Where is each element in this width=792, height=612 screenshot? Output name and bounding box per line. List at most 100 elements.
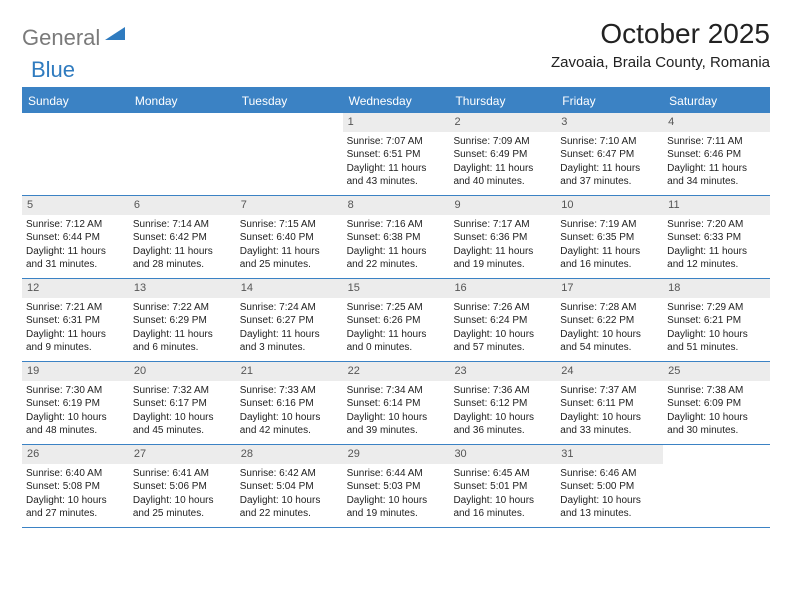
day-cell: 29Sunrise: 6:44 AMSunset: 5:03 PMDayligh… — [343, 445, 450, 527]
day-cell: 23Sunrise: 7:36 AMSunset: 6:12 PMDayligh… — [449, 362, 556, 444]
day-cell: 4 Sunrise: 7:11 AMSunset: 6:46 PMDaylight… — [663, 113, 770, 195]
day-number: 6 — [129, 196, 236, 215]
day-header-row: SundayMondayTuesdayWednesdayThursdayFrid… — [22, 89, 770, 113]
day-cell: 30 Sunrise: 6:45 AMSunset: 5:01 PMDayligh… — [449, 445, 556, 527]
day-number: 19 — [22, 362, 129, 381]
day-cell: 12 Sunrise: 7:21 AMSunset: 6:31 PMDayligh… — [22, 279, 129, 361]
day-header: Monday — [129, 89, 236, 113]
day-text: Sunrise: 7:28 AMSunset: 6:22 PMDaylight:… — [556, 300, 663, 359]
day-cell: 7Sunrise: 7:15 AMSunset: 6:40 PMDaylight… — [236, 196, 343, 278]
day-number: 3 — [556, 113, 663, 132]
day-text: Sunrise: 6:45 AMSunset: 5:01 PMDaylight:… — [449, 466, 556, 525]
day-number: 4 — [663, 113, 770, 132]
day-cell: 6 Sunrise: 7:14 AMSunset: 6:42 PMDaylight… — [129, 196, 236, 278]
day-number: 20 — [129, 362, 236, 381]
day-cell: 25Sunrise: 7:38 AMSunset: 6:09 PMDayligh… — [663, 362, 770, 444]
day-cell: 26Sunrise: 6:40 AMSunset: 5:08 PMDayligh… — [22, 445, 129, 527]
day-number: 24 — [556, 362, 663, 381]
day-text: Sunrise: 7:07 AMSunset: 6:51 PMDaylight:… — [343, 134, 450, 193]
week-row: 19 Sunrise: 7:30 AMSunset: 6:19 PMDayligh… — [22, 362, 770, 445]
day-number: 9 — [449, 196, 556, 215]
day-cell: 3Sunrise: 7:10 AMSunset: 6:47 PMDaylight… — [556, 113, 663, 195]
day-text: Sunrise: 7:21 AMSunset: 6:31 PMDaylight:… — [22, 300, 129, 359]
day-text: Sunrise: 7:33 AMSunset: 6:16 PMDaylight:… — [236, 383, 343, 442]
logo-triangle-icon — [105, 24, 125, 45]
day-text: Sunrise: 6:46 AMSunset: 5:00 PMDaylight:… — [556, 466, 663, 525]
day-number: 14 — [236, 279, 343, 298]
day-cell: 11 Sunrise: 7:20 AMSunset: 6:33 PMDayligh… — [663, 196, 770, 278]
week-row: ...1Sunrise: 7:07 AMSunset: 6:51 PMDayli… — [22, 113, 770, 196]
day-text — [663, 466, 770, 471]
day-cell: 5 Sunrise: 7:12 AMSunset: 6:44 PMDaylight… — [22, 196, 129, 278]
day-text: Sunrise: 7:22 AMSunset: 6:29 PMDaylight:… — [129, 300, 236, 359]
day-cell: 17 Sunrise: 7:28 AMSunset: 6:22 PMDayligh… — [556, 279, 663, 361]
day-number: 5 — [22, 196, 129, 215]
day-text: Sunrise: 7:11 AMSunset: 6:46 PMDaylight:… — [663, 134, 770, 193]
day-cell: . — [663, 445, 770, 527]
day-text: Sunrise: 7:37 AMSunset: 6:11 PMDaylight:… — [556, 383, 663, 442]
day-number: 25 — [663, 362, 770, 381]
day-number: 11 — [663, 196, 770, 215]
day-text: Sunrise: 7:30 AMSunset: 6:19 PMDaylight:… — [22, 383, 129, 442]
week-row: 12 Sunrise: 7:21 AMSunset: 6:31 PMDayligh… — [22, 279, 770, 362]
day-number: 2 — [449, 113, 556, 132]
day-number: 8 — [343, 196, 450, 215]
week-row: 26Sunrise: 6:40 AMSunset: 5:08 PMDayligh… — [22, 445, 770, 528]
day-text: Sunrise: 6:40 AMSunset: 5:08 PMDaylight:… — [22, 466, 129, 525]
day-cell: 31 Sunrise: 6:46 AMSunset: 5:00 PMDayligh… — [556, 445, 663, 527]
day-cell: 9 Sunrise: 7:17 AMSunset: 6:36 PMDaylight… — [449, 196, 556, 278]
day-number: 30 — [449, 445, 556, 464]
logo-text-general: General — [22, 25, 100, 51]
day-cell: 19 Sunrise: 7:30 AMSunset: 6:19 PMDayligh… — [22, 362, 129, 444]
day-text: Sunrise: 7:20 AMSunset: 6:33 PMDaylight:… — [663, 217, 770, 276]
day-text: Sunrise: 7:15 AMSunset: 6:40 PMDaylight:… — [236, 217, 343, 276]
day-text: Sunrise: 7:14 AMSunset: 6:42 PMDaylight:… — [129, 217, 236, 276]
day-number: 29 — [343, 445, 450, 464]
weeks-container: ... 1 Sunrise: 7:07 AMSunset: 6:51 PMDayli… — [22, 113, 770, 528]
day-number: 18 — [663, 279, 770, 298]
day-cell: 8 Sunrise: 7:16 AMSunset: 6:38 PMDaylight… — [343, 196, 450, 278]
logo-text-blue: Blue — [31, 57, 779, 83]
day-cell: 20 Sunrise: 7:32 AMSunset: 6:17 PMDayligh… — [129, 362, 236, 444]
day-text: Sunrise: 6:42 AMSunset: 5:04 PMDaylight:… — [236, 466, 343, 525]
day-number: 13 — [129, 279, 236, 298]
day-number: 10 — [556, 196, 663, 215]
day-cell: 2Sunrise: 7:09 AMSunset: 6:49 PMDaylight… — [449, 113, 556, 195]
day-number: 17 — [556, 279, 663, 298]
day-text: Sunrise: 7:34 AMSunset: 6:14 PMDaylight:… — [343, 383, 450, 442]
day-cell: 24 Sunrise: 7:37 AMSunset: 6:11 PMDayligh… — [556, 362, 663, 444]
day-number: 31 — [556, 445, 663, 464]
day-number: 27 — [129, 445, 236, 464]
day-text — [236, 134, 343, 139]
day-text: Sunrise: 7:19 AMSunset: 6:35 PMDaylight:… — [556, 217, 663, 276]
day-text: Sunrise: 7:26 AMSunset: 6:24 PMDaylight:… — [449, 300, 556, 359]
day-cell: 21Sunrise: 7:33 AMSunset: 6:16 PMDayligh… — [236, 362, 343, 444]
logo: General — [22, 18, 127, 51]
day-cell: 13 Sunrise: 7:22 AMSunset: 6:29 PMDayligh… — [129, 279, 236, 361]
day-cell: 10 Sunrise: 7:19 AMSunset: 6:35 PMDayligh… — [556, 196, 663, 278]
day-cell: . — [129, 113, 236, 195]
day-text — [22, 134, 129, 139]
day-cell: 28Sunrise: 6:42 AMSunset: 5:04 PMDayligh… — [236, 445, 343, 527]
day-text: Sunrise: 7:25 AMSunset: 6:26 PMDaylight:… — [343, 300, 450, 359]
day-text: Sunrise: 7:29 AMSunset: 6:21 PMDaylight:… — [663, 300, 770, 359]
day-text: Sunrise: 7:16 AMSunset: 6:38 PMDaylight:… — [343, 217, 450, 276]
day-cell: . — [22, 113, 129, 195]
day-text: Sunrise: 7:32 AMSunset: 6:17 PMDaylight:… — [129, 383, 236, 442]
day-header: Friday — [556, 89, 663, 113]
week-row: 5 Sunrise: 7:12 AMSunset: 6:44 PMDaylight… — [22, 196, 770, 279]
calendar: SundayMondayTuesdayWednesdayThursdayFrid… — [22, 87, 770, 528]
day-number: 1 — [343, 113, 450, 132]
day-text: Sunrise: 7:12 AMSunset: 6:44 PMDaylight:… — [22, 217, 129, 276]
day-cell: 1 Sunrise: 7:07 AMSunset: 6:51 PMDaylight… — [343, 113, 450, 195]
day-text: Sunrise: 7:36 AMSunset: 6:12 PMDaylight:… — [449, 383, 556, 442]
day-text — [129, 134, 236, 139]
day-number: 15 — [343, 279, 450, 298]
month-title: October 2025 — [551, 18, 770, 50]
day-number: 22 — [343, 362, 450, 381]
day-text: Sunrise: 7:17 AMSunset: 6:36 PMDaylight:… — [449, 217, 556, 276]
day-cell: 14Sunrise: 7:24 AMSunset: 6:27 PMDayligh… — [236, 279, 343, 361]
day-cell: 22 Sunrise: 7:34 AMSunset: 6:14 PMDayligh… — [343, 362, 450, 444]
day-header: Saturday — [663, 89, 770, 113]
day-number: 12 — [22, 279, 129, 298]
